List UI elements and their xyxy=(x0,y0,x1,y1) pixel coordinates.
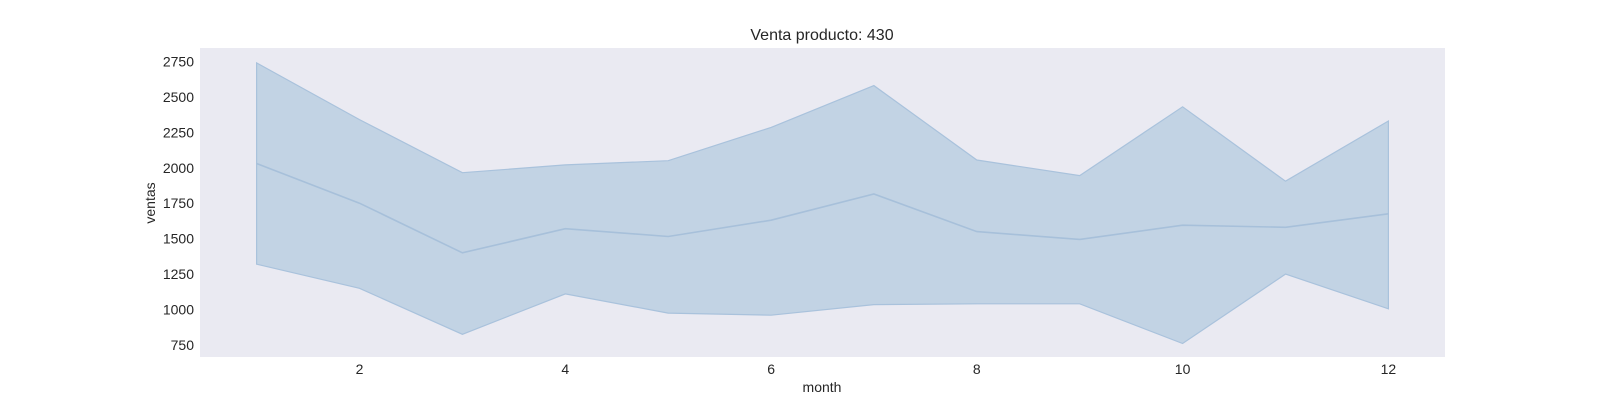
x-tick-label: 8 xyxy=(973,361,981,377)
y-tick-label: 1000 xyxy=(163,302,194,318)
chart-title: Venta producto: 430 xyxy=(750,27,893,44)
y-axis-label: ventas xyxy=(142,182,158,223)
x-tick-label: 12 xyxy=(1381,361,1397,377)
y-tick-label: 1500 xyxy=(163,231,194,247)
x-tick-label: 10 xyxy=(1175,361,1191,377)
y-tick-labels: 750 1000 1250 1500 1750 2000 2250 2500 2750 xyxy=(163,54,194,354)
y-tick-label: 1750 xyxy=(163,195,194,211)
y-tick-label: 2000 xyxy=(163,160,194,176)
x-axis-label: month xyxy=(803,379,842,395)
confidence-band-layer xyxy=(256,61,1389,345)
x-tick-label: 2 xyxy=(356,361,364,377)
y-tick-label: 750 xyxy=(171,337,195,353)
y-tick-label: 2250 xyxy=(163,124,194,140)
y-tick-label: 2500 xyxy=(163,89,194,105)
y-tick-label: 2750 xyxy=(163,54,194,70)
confidence-band xyxy=(256,61,1389,345)
x-tick-label: 4 xyxy=(561,361,569,377)
y-tick-label: 1250 xyxy=(163,266,194,282)
series-line xyxy=(256,162,1389,254)
series-line-layer xyxy=(256,162,1389,254)
x-tick-label: 6 xyxy=(767,361,775,377)
x-tick-labels: 2 4 6 8 10 12 xyxy=(356,361,1397,377)
